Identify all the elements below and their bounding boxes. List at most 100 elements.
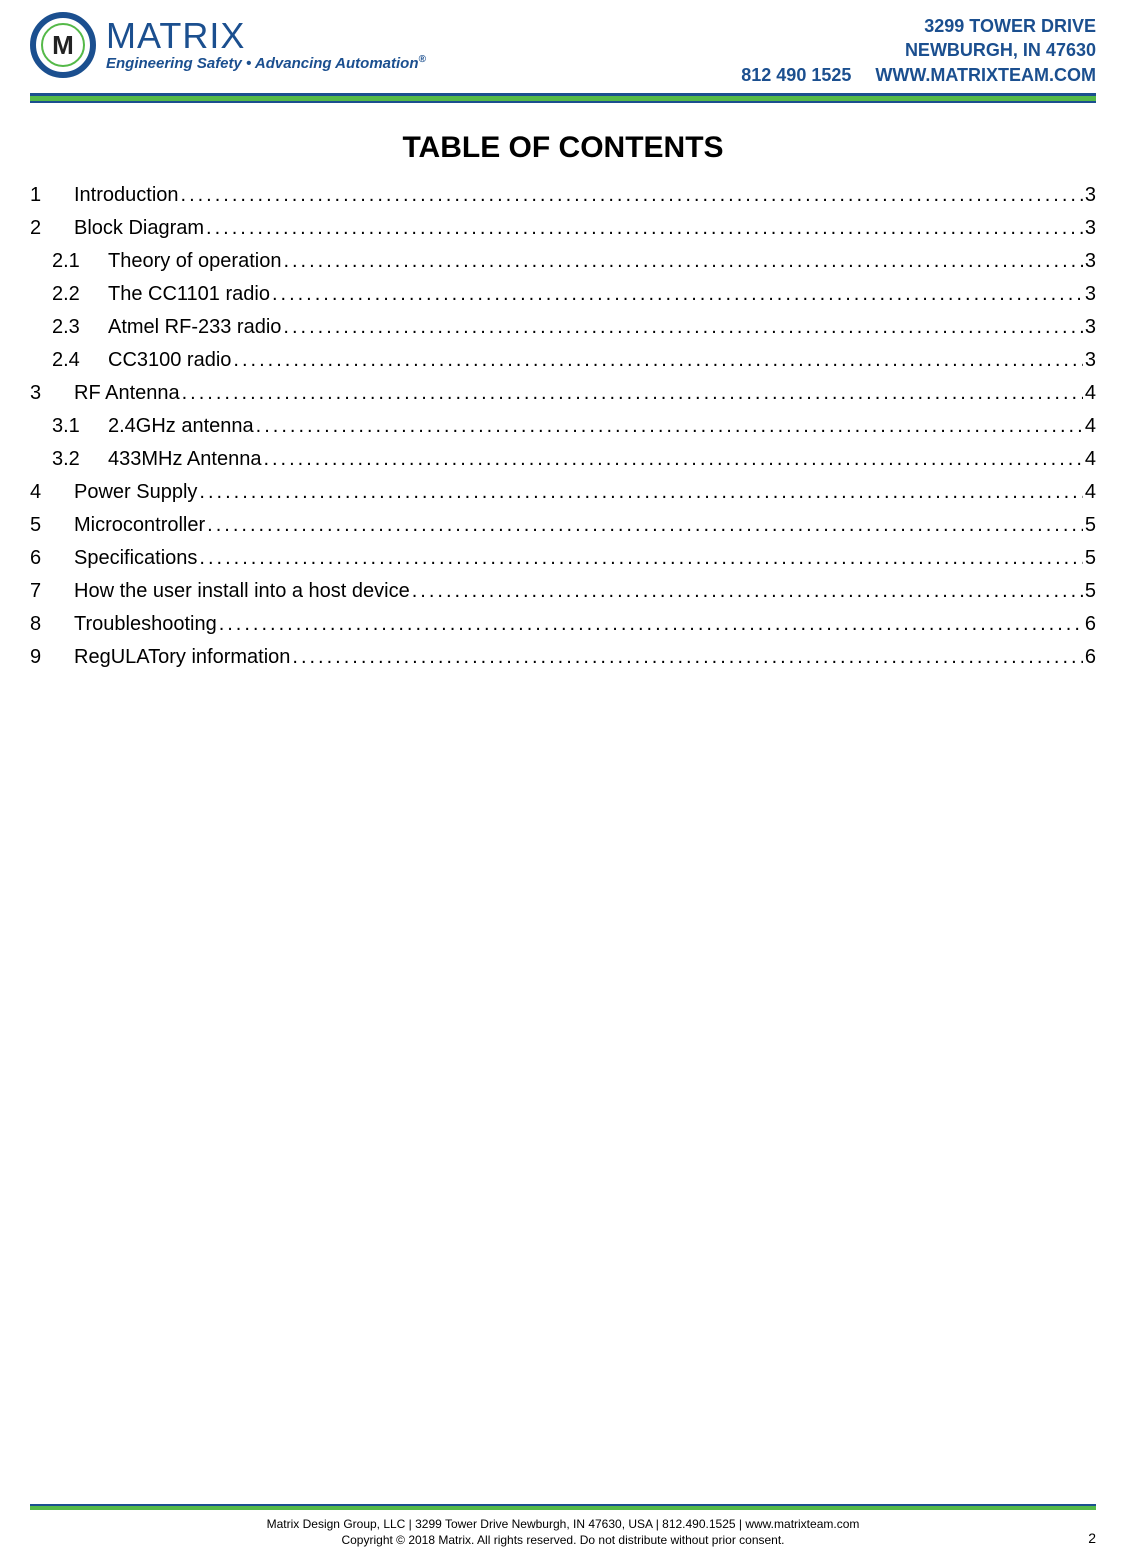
toc-entry: 2.3Atmel RF-233 radio 3: [30, 311, 1096, 344]
toc-entry-number: 3.1: [52, 410, 108, 443]
toc-entry-number: 2.2: [52, 278, 108, 311]
toc-entry-number: 2.4: [52, 344, 108, 377]
footer-rule: [30, 1504, 1096, 1510]
toc-entry-page: 5: [1083, 575, 1096, 608]
toc-entry: 2.1Theory of operation 3: [30, 245, 1096, 278]
toc-leader-dots: [179, 179, 1083, 212]
toc-entry: 9RegULATory information 6: [30, 641, 1096, 674]
toc-entry-label: The CC1101 radio: [108, 278, 270, 311]
toc-entry-page: 3: [1083, 311, 1096, 344]
toc-entry-number: 8: [30, 608, 74, 641]
toc-entry-number: 6: [30, 542, 74, 575]
toc-entry: 2Block Diagram 3: [30, 212, 1096, 245]
toc-entry-page: 3: [1083, 344, 1096, 377]
toc-entry: 2.2The CC1101 radio 3: [30, 278, 1096, 311]
page-header: M MATRIX Engineering Safety • Advancing …: [30, 0, 1096, 93]
toc-leader-dots: [281, 245, 1082, 278]
contact-address-line2: NEWBURGH, IN 47630: [741, 38, 1096, 62]
toc-entry: 6Specifications 5: [30, 542, 1096, 575]
toc-entry-label: 433MHz Antenna: [108, 443, 261, 476]
toc-leader-dots: [270, 278, 1083, 311]
toc-entry: 1Introduction 3: [30, 179, 1096, 212]
toc-entry-label: Power Supply: [74, 476, 197, 509]
toc-entry: 3RF Antenna 4: [30, 377, 1096, 410]
toc-entry-label: Troubleshooting: [74, 608, 217, 641]
toc-leader-dots: [205, 509, 1083, 542]
toc-entry-page: 3: [1083, 278, 1096, 311]
toc-leader-dots: [204, 212, 1083, 245]
toc-entry-page: 4: [1083, 410, 1096, 443]
toc-entry-number: 3: [30, 377, 74, 410]
toc-entry-number: 2: [30, 212, 74, 245]
toc-entry-number: 9: [30, 641, 74, 674]
toc-leader-dots: [281, 311, 1082, 344]
toc-entry: 4Power Supply4: [30, 476, 1096, 509]
toc-leader-dots: [180, 377, 1083, 410]
toc-entry-page: 4: [1083, 443, 1096, 476]
toc-entry-number: 2.3: [52, 311, 108, 344]
toc-entry: 3.12.4GHz antenna 4: [30, 410, 1096, 443]
toc-entry-page: 3: [1083, 245, 1096, 278]
toc-entry: 8Troubleshooting 6: [30, 608, 1096, 641]
toc-entry-label: Block Diagram: [74, 212, 204, 245]
toc-leader-dots: [410, 575, 1083, 608]
toc-entry-page: 6: [1083, 608, 1096, 641]
toc-entry-page: 3: [1083, 179, 1096, 212]
toc-entry-page: 5: [1083, 542, 1096, 575]
toc-entry-label: RegULATory information: [74, 641, 290, 674]
footer-line2: Copyright © 2018 Matrix. All rights rese…: [30, 1532, 1096, 1548]
logo-text: MATRIX Engineering Safety • Advancing Au…: [106, 18, 426, 72]
toc-entry-page: 5: [1083, 509, 1096, 542]
contact-row3: 812 490 1525 WWW.MATRIXTEAM.COM: [741, 63, 1096, 87]
toc-entry-label: RF Antenna: [74, 377, 180, 410]
toc-entry-label: 2.4GHz antenna: [108, 410, 254, 443]
brand-name: MATRIX: [106, 18, 426, 54]
toc-entry: 7How the user install into a host device…: [30, 575, 1096, 608]
toc-leader-dots: [261, 443, 1082, 476]
toc-entry-label: Atmel RF-233 radio: [108, 311, 281, 344]
toc-entry-label: Specifications: [74, 542, 197, 575]
toc-entry-label: How the user install into a host device: [74, 575, 410, 608]
toc-entry-label: Theory of operation: [108, 245, 281, 278]
toc-entry-page: 4: [1083, 377, 1096, 410]
brand-tagline: Engineering Safety • Advancing Automatio…: [106, 54, 426, 72]
page-number: 2: [1088, 1529, 1096, 1548]
toc-entry-number: 5: [30, 509, 74, 542]
toc-leader-dots: [197, 476, 1082, 509]
content-area: TABLE OF CONTENTS 1Introduction32Block D…: [30, 103, 1096, 1504]
document-page: M MATRIX Engineering Safety • Advancing …: [0, 0, 1126, 1562]
toc-entry-label: Microcontroller: [74, 509, 205, 542]
toc-entry: 5Microcontroller5: [30, 509, 1096, 542]
toc-title: TABLE OF CONTENTS: [30, 131, 1096, 165]
toc-entry-page: 4: [1083, 476, 1096, 509]
page-footer: Matrix Design Group, LLC | 3299 Tower Dr…: [30, 1504, 1096, 1562]
toc-leader-dots: [231, 344, 1082, 377]
toc-leader-dots: [217, 608, 1083, 641]
toc-entry: 2.4CC3100 radio 3: [30, 344, 1096, 377]
toc-entry: 3.2433MHz Antenna 4: [30, 443, 1096, 476]
toc-leader-dots: [197, 542, 1082, 575]
brand-tagline-text: Engineering Safety • Advancing Automatio…: [106, 55, 419, 72]
toc-entry-number: 1: [30, 179, 74, 212]
footer-text: Matrix Design Group, LLC | 3299 Tower Dr…: [30, 1516, 1096, 1548]
toc-entry-label: Introduction: [74, 179, 179, 212]
registered-mark: ®: [419, 54, 426, 65]
toc-entry-number: 3.2: [52, 443, 108, 476]
toc-entry-number: 7: [30, 575, 74, 608]
contact-address-line1: 3299 TOWER DRIVE: [741, 14, 1096, 38]
header-rule: [30, 93, 1096, 103]
contact-phone: 812 490 1525: [741, 63, 851, 87]
logo-letter: M: [41, 23, 85, 67]
toc-entry-number: 4: [30, 476, 74, 509]
logo-block: M MATRIX Engineering Safety • Advancing …: [30, 12, 426, 78]
toc-list: 1Introduction32Block Diagram32.1Theory o…: [30, 179, 1096, 674]
toc-entry-page: 6: [1083, 641, 1096, 674]
toc-leader-dots: [290, 641, 1082, 674]
footer-line1: Matrix Design Group, LLC | 3299 Tower Dr…: [30, 1516, 1096, 1532]
contact-website: WWW.MATRIXTEAM.COM: [875, 63, 1096, 87]
logo-icon: M: [30, 12, 96, 78]
toc-leader-dots: [254, 410, 1083, 443]
toc-entry-label: CC3100 radio: [108, 344, 231, 377]
toc-entry-page: 3: [1083, 212, 1096, 245]
toc-entry-number: 2.1: [52, 245, 108, 278]
